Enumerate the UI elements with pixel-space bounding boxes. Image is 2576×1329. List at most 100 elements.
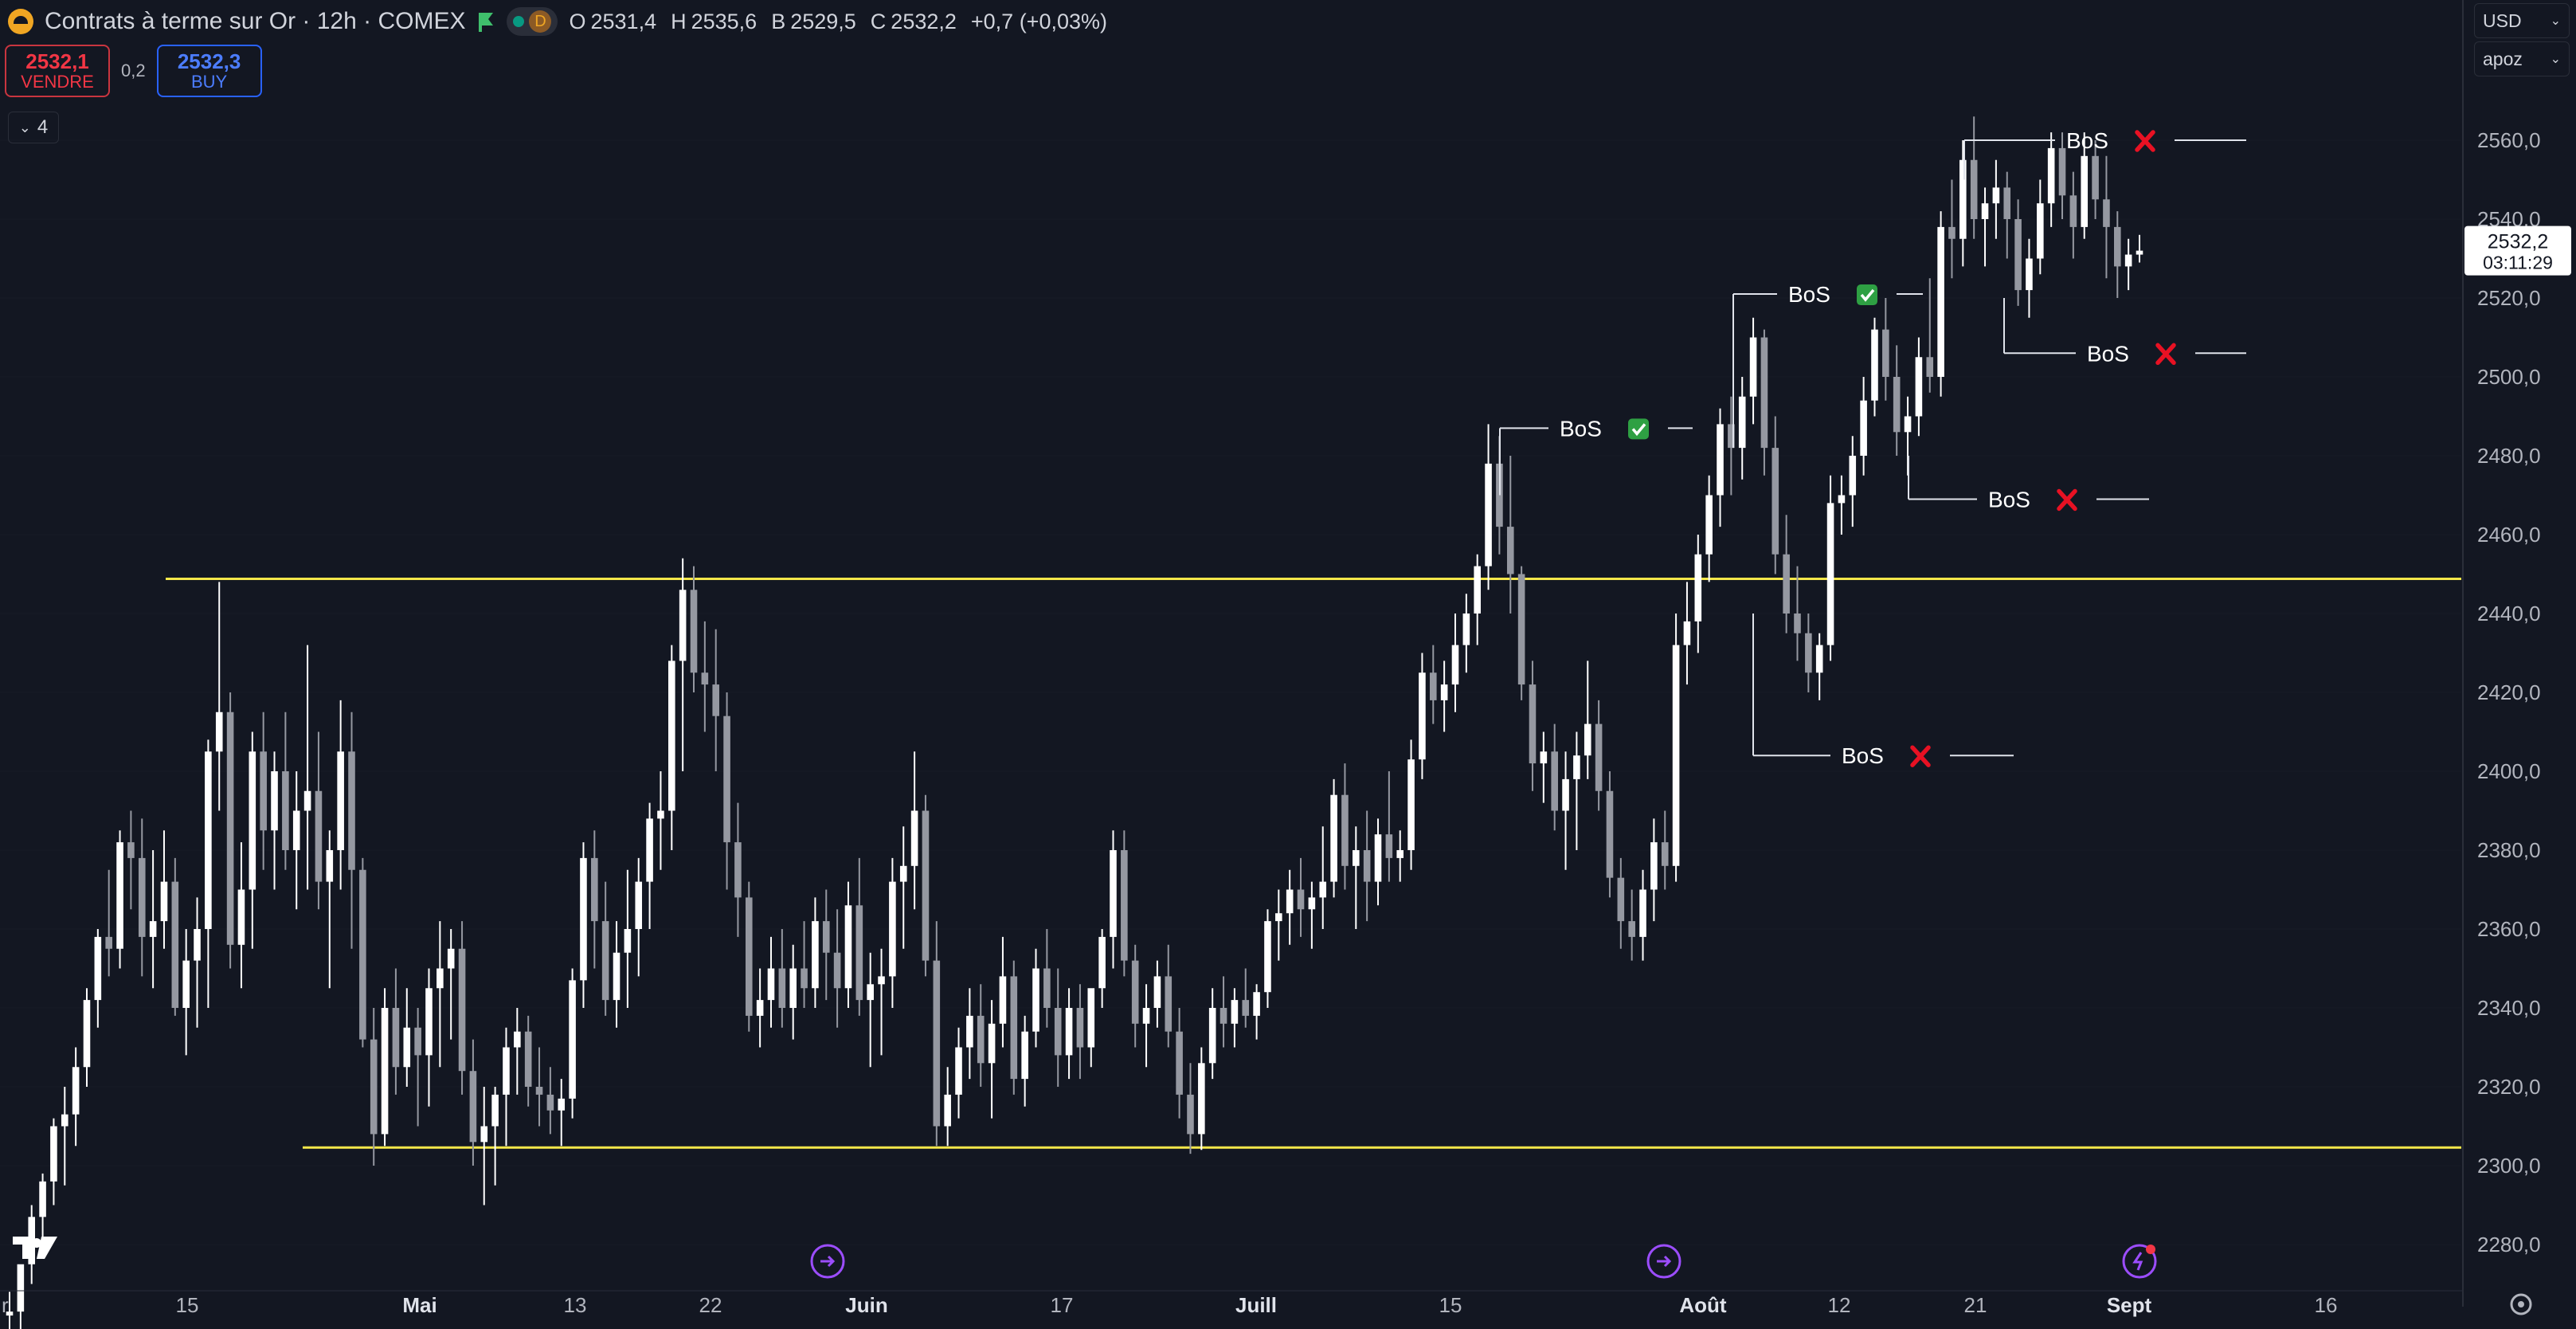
candle-body	[205, 751, 212, 929]
settings-gear-icon[interactable]	[2510, 1293, 2532, 1315]
candle-body	[303, 790, 311, 811]
candle	[403, 988, 411, 1087]
buy-label: BUY	[190, 72, 228, 92]
candle-body	[601, 921, 609, 1001]
candle-body	[1959, 159, 1967, 239]
candle	[1826, 475, 1834, 661]
candle-body	[2058, 147, 2066, 196]
buy-button[interactable]: 2532,3 BUY	[156, 45, 262, 97]
candle	[1474, 554, 1481, 645]
candle	[1760, 329, 1768, 476]
candle-body	[315, 790, 323, 882]
market-status-pill[interactable]: D	[507, 7, 558, 36]
candle-body	[160, 881, 168, 922]
candle-body	[2081, 155, 2089, 227]
candle-body	[1882, 329, 1889, 377]
candle	[1661, 810, 1669, 890]
bos-annotation[interactable]: BoS	[1500, 416, 1693, 441]
candle-body	[61, 1114, 69, 1127]
candle-body	[657, 810, 664, 819]
tradingview-logo	[13, 1237, 57, 1259]
currency-value: USD	[2483, 10, 2522, 31]
candle	[1462, 594, 1470, 673]
candle-body	[679, 590, 687, 661]
bos-annotation[interactable]: BoS	[1753, 743, 2014, 768]
candle	[701, 621, 709, 732]
candle-body	[1253, 992, 1260, 1016]
bos-label: BoS	[1988, 487, 2030, 512]
candle	[635, 857, 643, 977]
indicators-count: 4	[37, 116, 49, 138]
candle	[1451, 614, 1459, 712]
bos-annotation[interactable]: BoS	[1909, 487, 2149, 512]
candle-body	[1783, 554, 1790, 614]
candle	[1198, 1047, 1205, 1151]
candle	[1783, 515, 1790, 633]
candle	[303, 645, 311, 890]
symbol-title[interactable]: Contrats à terme sur Or · 12h · COMEX	[45, 8, 466, 34]
candle	[1319, 826, 1327, 929]
x-tick-label: 15	[176, 1293, 199, 1317]
candle	[878, 948, 885, 1056]
candle	[2047, 132, 2055, 227]
green-flag-icon[interactable]	[476, 11, 495, 32]
candle-body	[2069, 195, 2077, 227]
event-icon-sept[interactable]	[2122, 1244, 2157, 1279]
indicators-toggle-button[interactable]: ⌄ 4	[8, 112, 59, 143]
sell-button[interactable]: 2532,1 VENDRE	[5, 45, 110, 97]
candle	[756, 968, 764, 1048]
candle	[1959, 140, 1967, 267]
candle	[1142, 984, 1150, 1068]
candle-body	[425, 988, 433, 1056]
candle-body	[381, 1008, 389, 1135]
candle	[679, 558, 687, 771]
candle-body	[1595, 723, 1603, 791]
candle	[1407, 739, 1415, 870]
candle	[469, 1039, 477, 1166]
bos-annotation[interactable]: BoS	[1733, 282, 1923, 307]
candle	[2092, 140, 2099, 219]
candle	[1551, 723, 1558, 831]
candle	[1187, 1063, 1194, 1155]
candle-body	[922, 810, 930, 961]
candle	[1231, 988, 1239, 1048]
candle-body	[1606, 790, 1614, 878]
candle	[2081, 132, 2089, 239]
candle-body	[2014, 219, 2022, 291]
candle-body	[1860, 400, 1867, 456]
candle-body	[39, 1181, 46, 1217]
candle	[988, 1000, 996, 1119]
candle	[1893, 345, 1901, 456]
unit-select[interactable]: apoz ⌄	[2474, 41, 2570, 76]
candle	[1617, 857, 1625, 949]
candle	[116, 830, 123, 969]
candle	[1341, 763, 1349, 890]
candle	[1937, 211, 1944, 397]
candle-body	[1573, 755, 1580, 779]
candle	[1253, 984, 1260, 1040]
ohlc-high-value: 2535,6	[691, 9, 758, 33]
candle	[514, 1008, 521, 1095]
candle	[613, 921, 621, 1028]
candle	[955, 1027, 962, 1119]
bos-annotation[interactable]: BoS	[2004, 341, 2246, 366]
bos-annotation[interactable]: BoS	[1964, 128, 2246, 153]
candle	[503, 1027, 510, 1147]
candle-body	[1429, 672, 1437, 700]
candle-body	[1297, 889, 1305, 910]
candle-body	[437, 968, 444, 989]
candle-body	[933, 960, 941, 1127]
candle	[1694, 535, 1702, 653]
candle	[1065, 988, 1073, 1080]
candle-body	[194, 929, 201, 961]
currency-select[interactable]: USD ⌄	[2474, 3, 2570, 38]
candle	[580, 842, 587, 1008]
candle-body	[1330, 794, 1337, 882]
event-icon-juin[interactable]	[810, 1244, 845, 1279]
x-tick-label: 17	[1051, 1293, 1074, 1317]
event-icon-aout[interactable]	[1646, 1244, 1681, 1279]
candle-body	[1871, 329, 1878, 401]
chart-grid	[0, 139, 2461, 1245]
candle-body	[1440, 684, 1448, 700]
